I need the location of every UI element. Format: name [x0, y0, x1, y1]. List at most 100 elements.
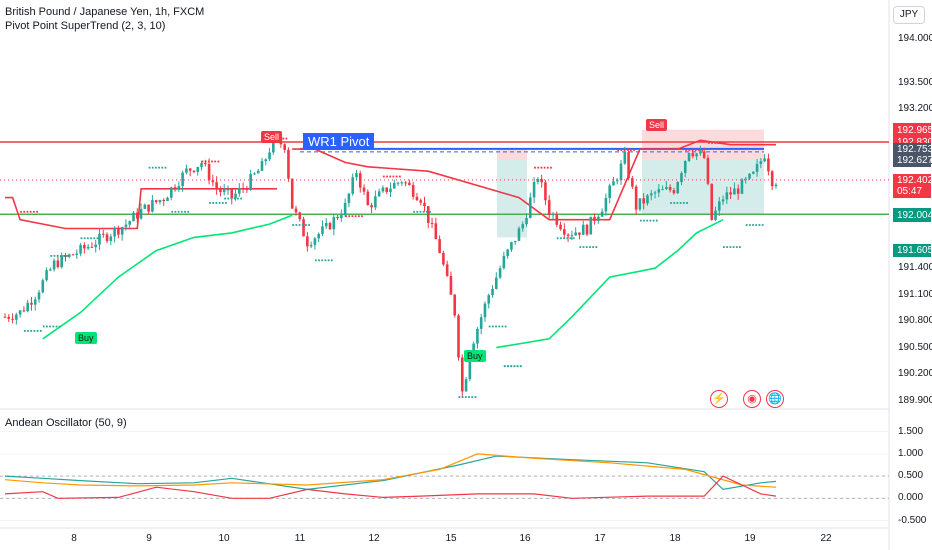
supertrend-down-line — [5, 188, 278, 230]
candle-body — [770, 171, 774, 187]
pivot-dot — [201, 160, 204, 163]
pivot-dot — [52, 325, 55, 328]
pivot-dot — [56, 255, 59, 257]
pivot-dot — [707, 142, 710, 144]
candle-body — [457, 315, 460, 358]
candle-body — [566, 234, 570, 237]
candle-body — [321, 226, 324, 234]
candle-body — [657, 189, 661, 193]
candle-body — [90, 246, 94, 248]
price-axis-label: 192.627 — [893, 153, 932, 167]
pivot-dot — [324, 259, 327, 262]
candle-body — [487, 295, 491, 304]
pivot-dot — [63, 255, 65, 257]
globe-icon[interactable]: 🌐 — [766, 390, 784, 408]
pivot-dot — [488, 325, 491, 328]
pivot-dot — [546, 166, 549, 169]
pivot-dot — [348, 215, 351, 218]
currency-badge[interactable]: JPY — [893, 6, 925, 24]
candle-body — [559, 224, 562, 230]
pivot-dot — [357, 215, 360, 218]
flash-icon[interactable]: ⚡ — [710, 390, 728, 408]
pivot-dot — [26, 210, 29, 213]
candle-body — [608, 185, 611, 198]
candle-body — [649, 193, 653, 196]
candle-body — [343, 202, 347, 216]
oscillator-series-line — [4, 455, 777, 491]
candle-body — [139, 208, 143, 219]
pivot-dot — [392, 175, 395, 178]
osc-y-tick-label: 0.500 — [898, 470, 924, 482]
pivot-dot — [292, 224, 295, 226]
pivot-dot — [474, 396, 477, 398]
candle-body — [132, 212, 135, 222]
pivot-dot — [498, 325, 501, 328]
pivot-dot — [491, 325, 494, 328]
candle-body — [627, 152, 630, 179]
pivot-dot — [59, 255, 62, 257]
y-tick-label: 191.400 — [898, 262, 932, 274]
candle-body — [699, 151, 702, 154]
candle-body — [710, 183, 714, 220]
candle-body — [714, 210, 717, 220]
candle-body — [158, 199, 162, 203]
candle-body — [226, 189, 230, 191]
candle-body — [683, 161, 687, 174]
candle-body — [204, 163, 207, 165]
pivot-dot — [579, 246, 582, 248]
candle-body — [37, 292, 41, 300]
candle-body — [642, 198, 645, 204]
pivot-dot — [230, 197, 233, 200]
candle-body — [128, 221, 132, 225]
osc-y-tick-label: -0.500 — [898, 514, 927, 526]
candle-body — [260, 161, 264, 171]
pivot-dot — [673, 202, 676, 204]
pivot-dot — [617, 149, 620, 151]
pivot-dot — [45, 325, 48, 328]
candle-body — [324, 223, 328, 227]
candle-body — [702, 151, 706, 158]
candle-body — [328, 223, 332, 230]
pivot-dot — [240, 197, 242, 200]
pivot-dot — [643, 219, 645, 222]
pivot-dot — [748, 224, 751, 226]
target-icon[interactable]: ◉ — [743, 390, 761, 408]
pivot-dot — [93, 237, 96, 240]
pivot-dot — [589, 246, 591, 248]
pivot-dot — [735, 246, 738, 248]
pivot-dot — [429, 210, 431, 213]
pivot-dot — [556, 237, 559, 240]
pivot-dot — [698, 149, 700, 151]
candle-body — [256, 170, 260, 174]
candle-body — [434, 223, 438, 240]
candle-body — [676, 182, 680, 194]
candle-body — [442, 252, 445, 265]
candle-body — [200, 163, 203, 167]
candle-body — [192, 170, 196, 172]
candle-body — [438, 239, 441, 253]
buy-tag: Buy — [75, 332, 97, 344]
pivot-dot — [592, 246, 595, 248]
pivot-dot — [419, 210, 422, 213]
pivot-dot — [36, 210, 38, 213]
pivot-dot — [49, 325, 51, 328]
candle-body — [313, 238, 317, 245]
pivot-dot — [33, 330, 36, 332]
candle-body — [370, 205, 373, 208]
candle-body — [513, 240, 517, 243]
pivot-dot — [55, 325, 58, 328]
pivot-dot — [233, 197, 236, 200]
x-tick-label: 11 — [294, 533, 306, 544]
pivot-dot — [148, 166, 151, 169]
pivot-dot — [516, 365, 519, 368]
candle-body — [317, 233, 320, 239]
candle-body — [400, 182, 404, 184]
candle-body — [264, 159, 268, 162]
candle-body — [695, 153, 698, 157]
candle-body — [30, 302, 33, 305]
pivot-dot — [42, 325, 45, 328]
pivot-dot — [726, 246, 729, 248]
x-tick-label: 10 — [218, 533, 230, 544]
candle-body — [377, 191, 381, 197]
